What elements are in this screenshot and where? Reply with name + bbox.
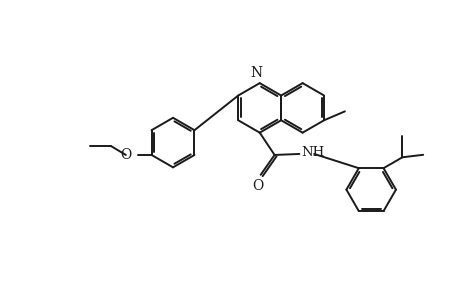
Text: N: N: [250, 66, 262, 80]
Text: O: O: [120, 148, 131, 162]
Text: NH: NH: [301, 146, 324, 159]
Text: O: O: [252, 179, 263, 193]
